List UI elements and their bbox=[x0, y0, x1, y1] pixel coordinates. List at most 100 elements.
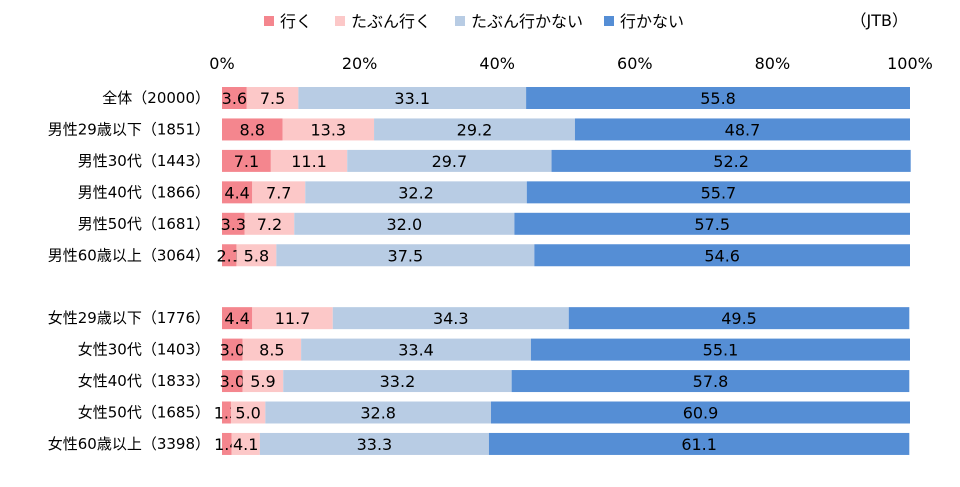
bar-segment bbox=[244, 212, 295, 235]
data-label: 7.2 bbox=[257, 215, 282, 234]
legend-swatch bbox=[335, 16, 345, 26]
data-label: 55.1 bbox=[703, 341, 739, 360]
data-label: 48.7 bbox=[725, 120, 761, 139]
bar-segment bbox=[222, 244, 237, 267]
bar-segment bbox=[246, 87, 299, 109]
bar-segment bbox=[252, 307, 333, 330]
category-label: 女性40代（1833） bbox=[78, 372, 210, 390]
x-tick-label: 80% bbox=[755, 54, 791, 73]
bar-segment bbox=[514, 212, 910, 235]
data-label: 54.6 bbox=[704, 246, 740, 265]
data-label: 52.2 bbox=[713, 152, 749, 171]
data-label: 49.5 bbox=[721, 309, 757, 328]
x-tick-label: 20% bbox=[342, 54, 378, 73]
category-label: 男性30代（1443） bbox=[78, 152, 210, 170]
bar-segment bbox=[222, 118, 283, 141]
data-label: 37.5 bbox=[388, 246, 424, 265]
bar-segment bbox=[374, 118, 575, 141]
category-label: 女性29歳以下（1776） bbox=[48, 309, 210, 327]
data-label: 4.1 bbox=[233, 435, 258, 454]
y-axis: 全体（20000） 男性29歳以下（1851） 男性30代（1443） 男性40代（1… bbox=[48, 89, 210, 453]
data-label: 5.0 bbox=[235, 404, 260, 423]
data-label: 33.2 bbox=[380, 372, 416, 391]
data-label: 3.3 bbox=[221, 215, 246, 234]
data-label: 29.2 bbox=[457, 120, 493, 139]
bar-segment bbox=[231, 432, 260, 455]
data-label: 11.7 bbox=[275, 309, 311, 328]
bar-segment bbox=[222, 212, 245, 235]
bar-segment bbox=[222, 149, 271, 172]
bar-segment bbox=[488, 432, 910, 455]
bar-segment bbox=[236, 244, 277, 267]
legend-swatch bbox=[264, 16, 274, 26]
x-tick-label: 60% bbox=[617, 54, 653, 73]
bar-segment bbox=[242, 338, 302, 361]
bar-segment bbox=[294, 212, 515, 235]
bar-segment bbox=[259, 432, 489, 455]
bar-segment bbox=[270, 149, 348, 172]
category-label: 女性60歳以上（3398） bbox=[48, 435, 210, 453]
bar-segment bbox=[265, 401, 492, 424]
category-label: 女性50代（1685） bbox=[78, 404, 210, 422]
bar-segment bbox=[301, 338, 531, 361]
legend-label: たぶん行かない bbox=[471, 12, 583, 31]
data-label: 4.4 bbox=[224, 183, 249, 202]
legend-label: たぶん行く bbox=[351, 12, 431, 31]
bar-segment bbox=[230, 401, 266, 424]
bar-segment bbox=[305, 181, 527, 204]
bar-segment bbox=[574, 118, 910, 141]
bar-segment bbox=[252, 181, 306, 204]
data-label: 11.1 bbox=[291, 152, 327, 171]
data-label: 32.2 bbox=[398, 183, 434, 202]
data-label: 57.8 bbox=[693, 372, 729, 391]
data-label: 61.1 bbox=[681, 435, 717, 454]
data-label: 3.0 bbox=[220, 372, 245, 391]
category-label: 女性30代（1403） bbox=[78, 341, 210, 359]
source-note: （JTB） bbox=[851, 11, 908, 30]
bar-segment bbox=[222, 87, 247, 109]
plot-area: 3.6 7.5 33.1 55.8 8.8 13.3 29.2 48.7 7.1 11.1 29.7… bbox=[214, 87, 911, 455]
legend-swatch bbox=[604, 16, 614, 26]
legend-label: 行かない bbox=[620, 12, 684, 31]
data-label: 3.6 bbox=[222, 89, 247, 108]
bar-segment bbox=[568, 307, 910, 330]
data-label: 8.5 bbox=[259, 341, 284, 360]
bar-segment bbox=[222, 401, 231, 424]
bar-segment bbox=[222, 307, 253, 330]
bar-segment bbox=[276, 244, 535, 267]
bar-segment bbox=[530, 338, 910, 361]
data-label: 7.5 bbox=[260, 89, 285, 108]
data-label: 60.9 bbox=[683, 404, 719, 423]
bar-segment bbox=[511, 370, 910, 393]
data-label: 4.4 bbox=[224, 309, 249, 328]
bar-segment bbox=[222, 432, 232, 455]
bar-segment bbox=[534, 244, 910, 267]
data-label: 33.1 bbox=[394, 89, 430, 108]
data-label: 32.0 bbox=[387, 215, 423, 234]
bar-segment bbox=[298, 87, 527, 109]
x-tick-label: 40% bbox=[479, 54, 515, 73]
data-label: 55.7 bbox=[701, 183, 737, 202]
category-label: 全体（20000） bbox=[102, 89, 210, 107]
bar-segment bbox=[242, 370, 284, 393]
x-axis: 0% 20% 40% 60% 80% 100% bbox=[209, 54, 933, 73]
bar-segment bbox=[222, 370, 243, 393]
bar-segment bbox=[491, 401, 910, 424]
data-label: 5.9 bbox=[250, 372, 275, 391]
bar-segment bbox=[283, 370, 512, 393]
data-label: 57.5 bbox=[694, 215, 730, 234]
bar-segment bbox=[526, 181, 910, 204]
category-label: 男性50代（1681） bbox=[78, 215, 210, 233]
data-label: 34.3 bbox=[433, 309, 469, 328]
data-label: 32.8 bbox=[360, 404, 396, 423]
bar-segment bbox=[222, 181, 253, 204]
bar-segment bbox=[551, 149, 911, 172]
category-label: 男性29歳以下（1851） bbox=[48, 120, 210, 138]
data-label: 33.3 bbox=[357, 435, 393, 454]
legend-label: 行く bbox=[280, 12, 312, 31]
data-label: 3.0 bbox=[220, 341, 245, 360]
x-tick-label: 0% bbox=[209, 54, 234, 73]
category-label: 男性40代（1866） bbox=[78, 183, 210, 201]
bar-segment bbox=[347, 149, 552, 172]
